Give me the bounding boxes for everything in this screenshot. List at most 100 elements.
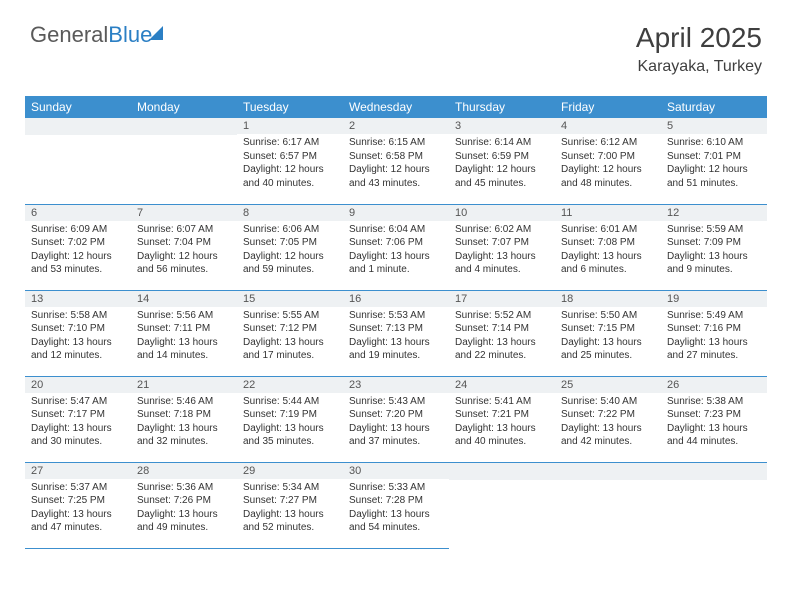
day-line: Sunset: 7:21 PM: [455, 408, 549, 422]
day-line: Daylight: 13 hours: [667, 422, 761, 436]
day-line: Daylight: 13 hours: [31, 508, 125, 522]
day-number: 16: [343, 291, 449, 307]
calendar-cell: 3Sunrise: 6:14 AMSunset: 6:59 PMDaylight…: [449, 118, 555, 204]
day-line: and 6 minutes.: [561, 263, 655, 277]
day-line: Daylight: 13 hours: [31, 336, 125, 350]
logo-triangle-icon: [149, 26, 163, 40]
calendar-row: 27Sunrise: 5:37 AMSunset: 7:25 PMDayligh…: [25, 462, 767, 548]
day-line: Sunset: 7:19 PM: [243, 408, 337, 422]
logo: GeneralBlue: [30, 22, 163, 48]
day-content: Sunrise: 5:47 AMSunset: 7:17 PMDaylight:…: [25, 393, 131, 453]
day-number: 29: [237, 463, 343, 479]
day-number: 27: [25, 463, 131, 479]
calendar-cell: 8Sunrise: 6:06 AMSunset: 7:05 PMDaylight…: [237, 204, 343, 290]
day-line: Sunset: 7:28 PM: [349, 494, 443, 508]
day-line: Sunset: 7:15 PM: [561, 322, 655, 336]
day-line: Sunrise: 5:33 AM: [349, 481, 443, 495]
day-line: Sunset: 6:58 PM: [349, 150, 443, 164]
day-line: Sunset: 7:09 PM: [667, 236, 761, 250]
weekday-header: Tuesday: [237, 96, 343, 118]
day-content: Sunrise: 5:50 AMSunset: 7:15 PMDaylight:…: [555, 307, 661, 367]
day-line: and 27 minutes.: [667, 349, 761, 363]
calendar-cell: 10Sunrise: 6:02 AMSunset: 7:07 PMDayligh…: [449, 204, 555, 290]
day-number: [555, 463, 661, 480]
day-line: Sunset: 7:23 PM: [667, 408, 761, 422]
day-line: and 48 minutes.: [561, 177, 655, 191]
day-line: and 19 minutes.: [349, 349, 443, 363]
day-number: 30: [343, 463, 449, 479]
day-line: Sunset: 7:04 PM: [137, 236, 231, 250]
weekday-header: Monday: [131, 96, 237, 118]
day-line: Sunrise: 5:44 AM: [243, 395, 337, 409]
day-content: Sunrise: 6:15 AMSunset: 6:58 PMDaylight:…: [343, 134, 449, 194]
day-content: Sunrise: 6:09 AMSunset: 7:02 PMDaylight:…: [25, 221, 131, 281]
calendar-cell: 1Sunrise: 6:17 AMSunset: 6:57 PMDaylight…: [237, 118, 343, 204]
day-line: Sunrise: 6:15 AM: [349, 136, 443, 150]
day-number: 10: [449, 205, 555, 221]
day-line: Daylight: 13 hours: [349, 336, 443, 350]
day-number: 24: [449, 377, 555, 393]
day-line: Sunrise: 5:49 AM: [667, 309, 761, 323]
day-content: Sunrise: 5:34 AMSunset: 7:27 PMDaylight:…: [237, 479, 343, 539]
day-number: 8: [237, 205, 343, 221]
calendar-cell: 29Sunrise: 5:34 AMSunset: 7:27 PMDayligh…: [237, 462, 343, 548]
day-number: 25: [555, 377, 661, 393]
day-content: Sunrise: 5:33 AMSunset: 7:28 PMDaylight:…: [343, 479, 449, 539]
day-line: Daylight: 12 hours: [349, 163, 443, 177]
calendar-cell: 18Sunrise: 5:50 AMSunset: 7:15 PMDayligh…: [555, 290, 661, 376]
calendar-cell: 2Sunrise: 6:15 AMSunset: 6:58 PMDaylight…: [343, 118, 449, 204]
day-line: Sunrise: 5:52 AM: [455, 309, 549, 323]
day-number: [25, 118, 131, 135]
day-content: Sunrise: 5:37 AMSunset: 7:25 PMDaylight:…: [25, 479, 131, 539]
day-line: Sunrise: 5:40 AM: [561, 395, 655, 409]
day-line: Sunset: 7:18 PM: [137, 408, 231, 422]
day-line: and 59 minutes.: [243, 263, 337, 277]
day-line: and 37 minutes.: [349, 435, 443, 449]
day-line: and 45 minutes.: [455, 177, 549, 191]
day-line: Sunset: 7:02 PM: [31, 236, 125, 250]
weekday-header: Wednesday: [343, 96, 449, 118]
day-content: Sunrise: 6:07 AMSunset: 7:04 PMDaylight:…: [131, 221, 237, 281]
day-number: 21: [131, 377, 237, 393]
weekday-header: Friday: [555, 96, 661, 118]
day-number: 15: [237, 291, 343, 307]
day-line: Daylight: 13 hours: [243, 422, 337, 436]
day-content: Sunrise: 5:38 AMSunset: 7:23 PMDaylight:…: [661, 393, 767, 453]
header: GeneralBlue April 2025 Karayaka, Turkey: [0, 0, 792, 84]
day-line: Daylight: 13 hours: [455, 422, 549, 436]
day-line: and 35 minutes.: [243, 435, 337, 449]
calendar-cell: [131, 118, 237, 204]
day-line: Sunset: 7:12 PM: [243, 322, 337, 336]
day-line: Sunset: 7:25 PM: [31, 494, 125, 508]
calendar-row: 13Sunrise: 5:58 AMSunset: 7:10 PMDayligh…: [25, 290, 767, 376]
calendar-cell: 25Sunrise: 5:40 AMSunset: 7:22 PMDayligh…: [555, 376, 661, 462]
day-number: 14: [131, 291, 237, 307]
day-line: and 54 minutes.: [349, 521, 443, 535]
logo-text-b: Blue: [108, 22, 152, 47]
day-line: and 51 minutes.: [667, 177, 761, 191]
weekday-header: Sunday: [25, 96, 131, 118]
calendar-cell: 20Sunrise: 5:47 AMSunset: 7:17 PMDayligh…: [25, 376, 131, 462]
calendar-cell: 17Sunrise: 5:52 AMSunset: 7:14 PMDayligh…: [449, 290, 555, 376]
weekday-header: Thursday: [449, 96, 555, 118]
day-line: Daylight: 12 hours: [667, 163, 761, 177]
calendar-cell: 30Sunrise: 5:33 AMSunset: 7:28 PMDayligh…: [343, 462, 449, 548]
day-line: and 17 minutes.: [243, 349, 337, 363]
calendar-cell: 14Sunrise: 5:56 AMSunset: 7:11 PMDayligh…: [131, 290, 237, 376]
day-line: Sunset: 7:10 PM: [31, 322, 125, 336]
calendar-cell: 23Sunrise: 5:43 AMSunset: 7:20 PMDayligh…: [343, 376, 449, 462]
day-line: Sunrise: 5:37 AM: [31, 481, 125, 495]
day-number: 2: [343, 118, 449, 134]
calendar-cell: 26Sunrise: 5:38 AMSunset: 7:23 PMDayligh…: [661, 376, 767, 462]
day-number: 1: [237, 118, 343, 134]
day-line: Daylight: 13 hours: [667, 336, 761, 350]
day-line: and 25 minutes.: [561, 349, 655, 363]
day-content: Sunrise: 6:17 AMSunset: 6:57 PMDaylight:…: [237, 134, 343, 194]
day-content: Sunrise: 5:44 AMSunset: 7:19 PMDaylight:…: [237, 393, 343, 453]
calendar-cell: 19Sunrise: 5:49 AMSunset: 7:16 PMDayligh…: [661, 290, 767, 376]
day-content: Sunrise: 5:41 AMSunset: 7:21 PMDaylight:…: [449, 393, 555, 453]
day-line: Sunrise: 6:07 AM: [137, 223, 231, 237]
day-line: Sunrise: 5:38 AM: [667, 395, 761, 409]
day-content: Sunrise: 6:04 AMSunset: 7:06 PMDaylight:…: [343, 221, 449, 281]
day-number: 9: [343, 205, 449, 221]
